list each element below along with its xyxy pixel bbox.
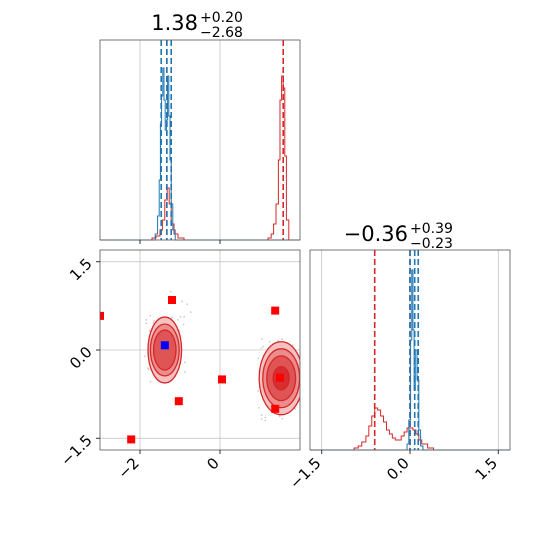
sample-dot: [262, 345, 265, 348]
marker-red-square: [168, 296, 176, 304]
sample-dot: [261, 338, 263, 340]
sample-dot: [281, 338, 283, 340]
x-tick-label: −2: [114, 454, 142, 482]
sample-dot: [260, 417, 263, 420]
sample-dot: [186, 303, 189, 306]
sample-dot: [281, 417, 284, 420]
x-tick-label: 0.0: [383, 454, 413, 484]
y-tick-label: 0.0: [66, 343, 96, 373]
sample-dot: [146, 367, 149, 369]
sample-dot: [258, 406, 260, 409]
sample-dot: [278, 415, 281, 418]
y-tick-label: −1.5: [57, 431, 95, 469]
sample-dot: [183, 315, 186, 318]
panel-right-title-value: −0.36: [344, 222, 408, 246]
sample-dot: [264, 416, 267, 419]
sample-dot: [145, 322, 148, 325]
x-tick-label: 0: [203, 454, 222, 473]
sample-dot: [171, 316, 173, 319]
marker-red-square: [271, 404, 280, 413]
sample-dot: [148, 329, 151, 332]
marker-red-square: [271, 306, 280, 315]
sample-dot: [147, 368, 150, 371]
marker-red-square: [100, 311, 104, 320]
sample-dot: [177, 318, 179, 321]
sample-dot: [264, 419, 267, 422]
panel-top-histogram: 1.38 +0.20 −2.68: [99, 10, 301, 244]
y-tick-label: 1.5: [66, 255, 96, 285]
sample-dot: [260, 347, 263, 349]
sample-dot: [257, 357, 260, 360]
panel-scatter: −2 0 −1.5 0.0 1.5: [57, 249, 301, 482]
marker-red-square: [127, 435, 136, 444]
sample-dot: [143, 355, 146, 358]
sample-dot: [152, 321, 155, 324]
sample-dot: [145, 319, 148, 321]
sample-dot: [257, 390, 260, 392]
sample-dot: [153, 319, 155, 322]
sample-dot: [182, 323, 185, 326]
sample-dot: [268, 340, 271, 343]
sample-dot: [149, 314, 152, 317]
density-contour: [152, 329, 177, 371]
panel-top-title-upper: +0.20: [200, 10, 243, 26]
panel-right-title-upper: +0.39: [410, 221, 453, 237]
marker-red-square: [276, 373, 284, 382]
sample-dot: [183, 361, 186, 364]
marker-blue-square: [160, 341, 169, 350]
marker-red-square: [218, 375, 226, 384]
panel-top-title-value: 1.38: [151, 11, 198, 35]
x-tick-label: 1.5: [471, 454, 501, 484]
sample-dot: [179, 316, 182, 318]
sample-dot: [181, 300, 183, 303]
panel-right-title-lower: −0.23: [410, 236, 453, 252]
sample-dot: [149, 380, 152, 383]
sample-dot: [169, 290, 172, 293]
panel-top-frame: [99, 39, 301, 241]
panel-right-histogram: −1.5 0.0 1.5 −0.36 +0.39 −0.23: [286, 221, 511, 493]
sample-dot: [183, 371, 186, 373]
sample-dot: [260, 414, 263, 416]
marker-red-square: [174, 397, 183, 406]
panel-top-title-lower: −2.68: [200, 25, 243, 41]
x-tick-label: −1.5: [286, 454, 324, 492]
histogram-blue: [310, 269, 510, 451]
sample-dot: [190, 311, 192, 314]
